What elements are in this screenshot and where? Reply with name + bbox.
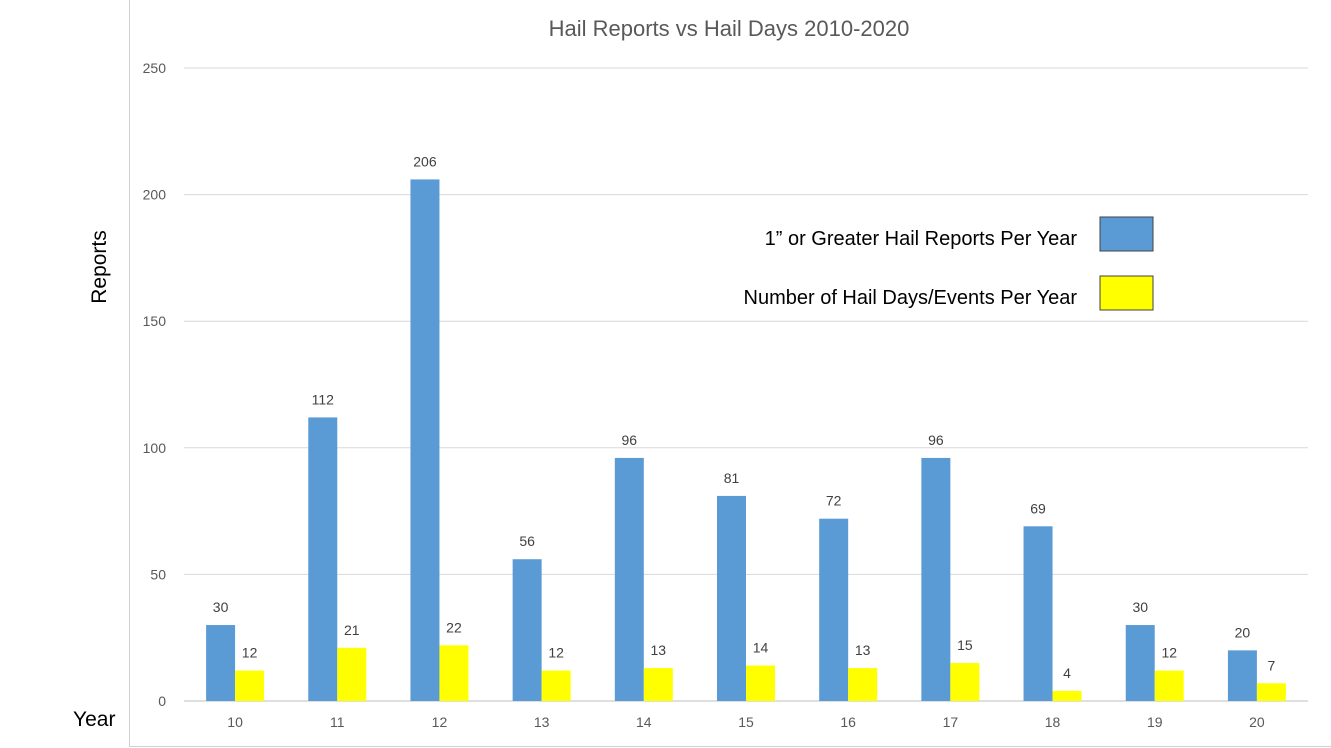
y-tick-label: 150 xyxy=(143,313,167,329)
bar-reports xyxy=(717,495,746,701)
bar-reports xyxy=(819,518,849,701)
data-label: 30 xyxy=(213,599,229,615)
bar-days xyxy=(1256,683,1286,701)
data-label: 206 xyxy=(413,153,437,169)
bar-days xyxy=(1052,690,1082,701)
legend-label: Number of Hail Days/Events Per Year xyxy=(744,287,1078,309)
bar-reports xyxy=(206,625,236,701)
bar-reports xyxy=(308,417,338,701)
bar-reports xyxy=(1023,526,1053,701)
bar-days xyxy=(337,647,367,701)
x-tick-label: 10 xyxy=(227,714,243,730)
data-label: 69 xyxy=(1030,500,1046,516)
x-tick-label: 20 xyxy=(1249,714,1265,730)
data-label: 81 xyxy=(724,470,740,486)
x-tick-label: 12 xyxy=(432,714,448,730)
x-tick-labels: 10 11 12 13 14 15 16 17 18 19 20 xyxy=(227,714,1265,730)
bar-days xyxy=(1154,670,1184,701)
x-tick-label: 15 xyxy=(738,714,754,730)
y-tick-label: 200 xyxy=(143,187,167,203)
bar-reports xyxy=(1125,625,1155,701)
x-tick-label: 13 xyxy=(534,714,550,730)
data-label: 4 xyxy=(1063,665,1071,681)
legend-swatch xyxy=(1099,216,1154,252)
data-label: 21 xyxy=(344,622,360,638)
bars: 30 12 112 21 206 22 56 12 96 13 81 14 72 13 96 15 69 4 30 1… xyxy=(206,153,1286,701)
data-label: 22 xyxy=(446,619,462,635)
data-label: 96 xyxy=(622,432,638,448)
x-axis-label: Year xyxy=(73,708,116,731)
x-tick-label: 14 xyxy=(636,714,652,730)
bar-days xyxy=(643,668,673,701)
data-label: 56 xyxy=(519,533,535,549)
data-label: 12 xyxy=(548,645,564,661)
x-tick-label: 19 xyxy=(1147,714,1163,730)
data-label: 7 xyxy=(1268,657,1276,673)
x-tick-label: 18 xyxy=(1045,714,1061,730)
y-tick-label: 100 xyxy=(143,440,167,456)
bar-reports xyxy=(614,457,644,701)
data-label: 96 xyxy=(928,432,944,448)
bar-reports xyxy=(512,559,542,701)
data-label: 20 xyxy=(1235,624,1251,640)
y-tick-label: 250 xyxy=(143,60,167,76)
data-label: 13 xyxy=(651,642,667,658)
data-label: 13 xyxy=(855,642,871,658)
x-tick-label: 17 xyxy=(943,714,959,730)
bar-reports xyxy=(921,457,951,701)
x-tick-label: 16 xyxy=(840,714,856,730)
data-label: 12 xyxy=(1161,645,1177,661)
bar-reports xyxy=(410,179,440,701)
legend-swatch xyxy=(1099,275,1154,311)
chart-title: Hail Reports vs Hail Days 2010-2020 xyxy=(549,16,910,41)
y-tick-label: 0 xyxy=(158,693,166,709)
bar-reports xyxy=(1227,650,1257,701)
data-label: 30 xyxy=(1132,599,1148,615)
chart-frame xyxy=(129,0,1331,747)
x-tick-label: 11 xyxy=(330,714,345,730)
bar-days xyxy=(439,645,469,701)
bar-days xyxy=(746,665,775,701)
y-tick-labels: 0 50 100 150 200 250 xyxy=(143,60,167,709)
legend-label: 1” or Greater Hail Reports Per Year xyxy=(765,228,1078,250)
data-label: 14 xyxy=(753,640,769,656)
data-label: 112 xyxy=(312,391,335,407)
data-label: 12 xyxy=(242,645,258,661)
data-label: 72 xyxy=(826,493,842,509)
legend: 1” or Greater Hail Reports Per Year Numbe… xyxy=(744,216,1154,311)
bar-days xyxy=(950,663,980,701)
bar-days xyxy=(235,670,265,701)
data-label: 15 xyxy=(957,637,973,653)
bar-days xyxy=(848,668,878,701)
y-tick-label: 50 xyxy=(150,566,166,582)
bar-days xyxy=(541,670,571,701)
